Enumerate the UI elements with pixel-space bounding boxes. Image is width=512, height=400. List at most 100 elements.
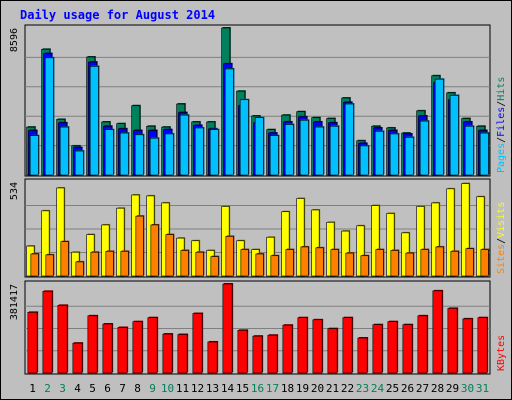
bar-sites-day-13: [210, 256, 219, 277]
x-tick-label: 8: [134, 382, 141, 395]
bar-kbytes-day-20: [312, 319, 323, 374]
legend-separator: /: [496, 238, 507, 244]
bar-pages-day-6: [104, 129, 114, 176]
bar-kbytes-day-10: [162, 333, 173, 374]
bar-pages-day-22: [344, 103, 354, 176]
bar-visits-day-20: [311, 209, 320, 277]
bar-sites-day-3: [60, 241, 69, 277]
bar-sites-day-14: [225, 236, 234, 277]
bar-kbytes-day-11: [177, 334, 188, 374]
x-tick-label: 4: [74, 382, 81, 395]
bar-visits-day-25: [386, 213, 395, 277]
bar-kbytes-day-14: [222, 283, 233, 374]
legend-separator: /: [496, 101, 507, 107]
bar-sites-day-15: [240, 249, 249, 277]
x-tick-label: 7: [119, 382, 126, 395]
bar-kbytes-day-31: [477, 317, 488, 374]
bar-sites-day-31: [480, 249, 489, 277]
panel-max-label: 534: [9, 182, 20, 200]
bar-pages-day-20: [314, 126, 324, 176]
bar-pages-day-23: [359, 145, 369, 176]
bar-sites-day-11: [180, 250, 189, 277]
x-tick-label: 2: [44, 382, 51, 395]
bar-sites-day-4: [75, 261, 84, 277]
x-tick-label: 22: [341, 382, 354, 395]
bar-sites-day-19: [300, 246, 309, 277]
bar-kbytes-day-30: [462, 318, 473, 374]
panel-legend: KBytes: [496, 335, 507, 371]
bar-visits-day-30: [461, 183, 470, 277]
chart-title: Daily usage for August 2014: [20, 8, 215, 22]
bar-kbytes-day-29: [447, 308, 458, 374]
bar-pages-day-17: [269, 135, 279, 176]
x-tick-label: 5: [89, 382, 96, 395]
bar-visits-day-19: [296, 198, 305, 277]
bar-kbytes-day-27: [417, 315, 428, 374]
bar-sites-day-21: [330, 249, 339, 277]
bar-pages-day-7: [119, 132, 129, 176]
chart-panels: 8596Pages/Files/Hits534Sites/Visits38141…: [9, 24, 507, 375]
legend-hits: Hits: [496, 77, 507, 101]
bar-sites-day-16: [255, 253, 264, 277]
bar-pages-day-28: [434, 78, 444, 176]
x-tick-label: 29: [446, 382, 459, 395]
x-tick-label: 23: [356, 382, 369, 395]
bar-kbytes-day-16: [252, 335, 263, 374]
bar-pages-day-5: [89, 66, 99, 176]
panel-legend: Pages/Files/Hits: [496, 77, 507, 173]
legend-visits: Visits: [496, 202, 507, 238]
bar-pages-day-15: [239, 99, 249, 176]
x-tick-label: 13: [206, 382, 219, 395]
x-tick-label: 3: [59, 382, 66, 395]
bar-pages-day-21: [329, 125, 339, 176]
x-tick-label: 16: [251, 382, 264, 395]
bar-kbytes-day-21: [327, 328, 338, 374]
panel-visits-sites: 534 Sites/Visits: [9, 178, 507, 278]
bar-pages-day-12: [194, 127, 204, 176]
bar-kbytes-day-4: [72, 342, 83, 374]
x-tick-label: 30: [461, 382, 474, 395]
bar-kbytes-day-9: [147, 317, 158, 374]
bar-pages-day-13: [209, 129, 219, 176]
bar-visits-day-27: [416, 206, 425, 277]
bar-sites-day-8: [135, 215, 144, 277]
bar-pages-day-2: [44, 57, 54, 176]
bar-pages-day-1: [29, 135, 39, 176]
bar-kbytes-day-23: [357, 337, 368, 374]
legend-sites: Sites: [496, 244, 507, 274]
bar-sites-day-6: [105, 251, 114, 277]
x-tick-label: 27: [416, 382, 429, 395]
bar-kbytes-day-5: [87, 315, 98, 374]
x-tick-label: 11: [176, 382, 189, 395]
x-tick-label: 17: [266, 382, 279, 395]
bar-pages-day-4: [74, 150, 84, 176]
panel-legend: Sites/Visits: [496, 202, 507, 274]
bar-kbytes-day-22: [342, 317, 353, 374]
bar-visits-day-2: [41, 210, 50, 277]
panel-max-label: 8596: [9, 28, 20, 52]
bar-kbytes-day-6: [102, 323, 113, 374]
bar-kbytes-day-24: [372, 324, 383, 374]
bar-pages-day-29: [449, 95, 459, 176]
x-tick-label: 18: [281, 382, 294, 395]
bar-sites-day-28: [435, 246, 444, 277]
x-tick-label: 6: [104, 382, 111, 395]
bar-pages-day-9: [149, 137, 159, 176]
bar-visits-day-29: [446, 188, 455, 277]
x-tick-label: 24: [371, 382, 385, 395]
bar-kbytes-day-15: [237, 329, 248, 374]
bar-sites-day-18: [285, 249, 294, 277]
bar-pages-day-27: [419, 120, 429, 176]
bar-sites-day-12: [195, 251, 204, 277]
bar-sites-day-27: [420, 249, 429, 277]
bar-pages-day-19: [299, 119, 309, 176]
bar-pages-day-16: [254, 117, 264, 176]
legend-pages: Pages: [496, 143, 507, 173]
bar-sites-day-24: [375, 249, 384, 277]
bar-sites-day-26: [405, 252, 414, 277]
bar-sites-day-10: [165, 234, 174, 277]
bar-kbytes-day-25: [387, 321, 398, 374]
bar-visits-day-31: [476, 196, 485, 277]
bar-sites-day-22: [345, 252, 354, 277]
bar-visits-day-28: [431, 202, 440, 277]
